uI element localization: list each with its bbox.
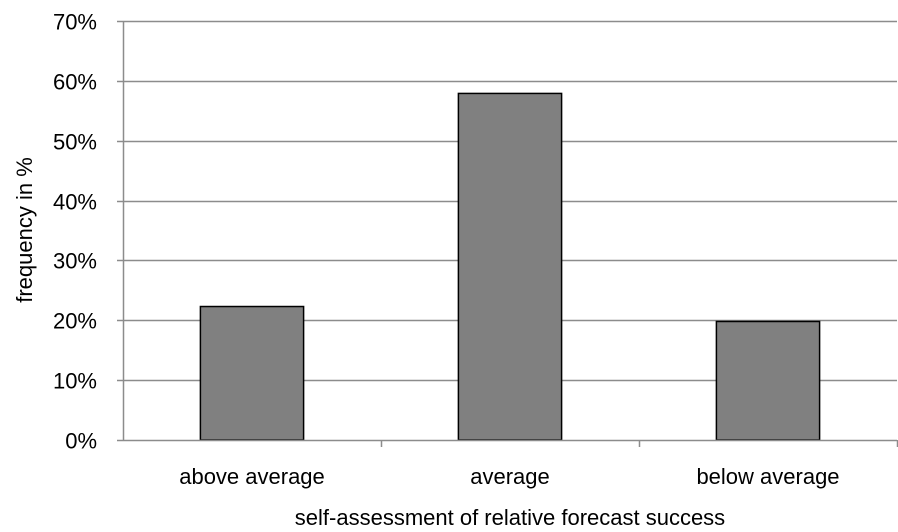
axes bbox=[117, 20, 898, 447]
y-tick-labels: 0% 10% 20% 30% 40% 50% 60% 70% bbox=[53, 10, 97, 454]
x-tick-label: above average bbox=[179, 464, 325, 489]
x-tick-label: average bbox=[470, 464, 550, 489]
y-tick-label: 0% bbox=[65, 429, 97, 454]
y-tick-label: 50% bbox=[53, 130, 97, 155]
x-tick-labels: above average average below average bbox=[179, 464, 839, 489]
y-tick-label: 10% bbox=[53, 369, 97, 394]
y-tick-label: 30% bbox=[53, 249, 97, 274]
bar-average bbox=[457, 92, 563, 441]
bar-above-average bbox=[199, 305, 305, 441]
x-axis-title: self-assessment of relative forecast suc… bbox=[295, 505, 725, 530]
y-tick-label: 40% bbox=[53, 190, 97, 215]
bars bbox=[199, 92, 821, 441]
y-tick-label: 60% bbox=[53, 70, 97, 95]
y-tick-label: 70% bbox=[53, 10, 97, 35]
x-tick-label: below average bbox=[696, 464, 839, 489]
y-axis-title: frequency in % bbox=[12, 157, 37, 303]
bar-below-average bbox=[715, 320, 821, 441]
y-tick-label: 20% bbox=[53, 309, 97, 334]
